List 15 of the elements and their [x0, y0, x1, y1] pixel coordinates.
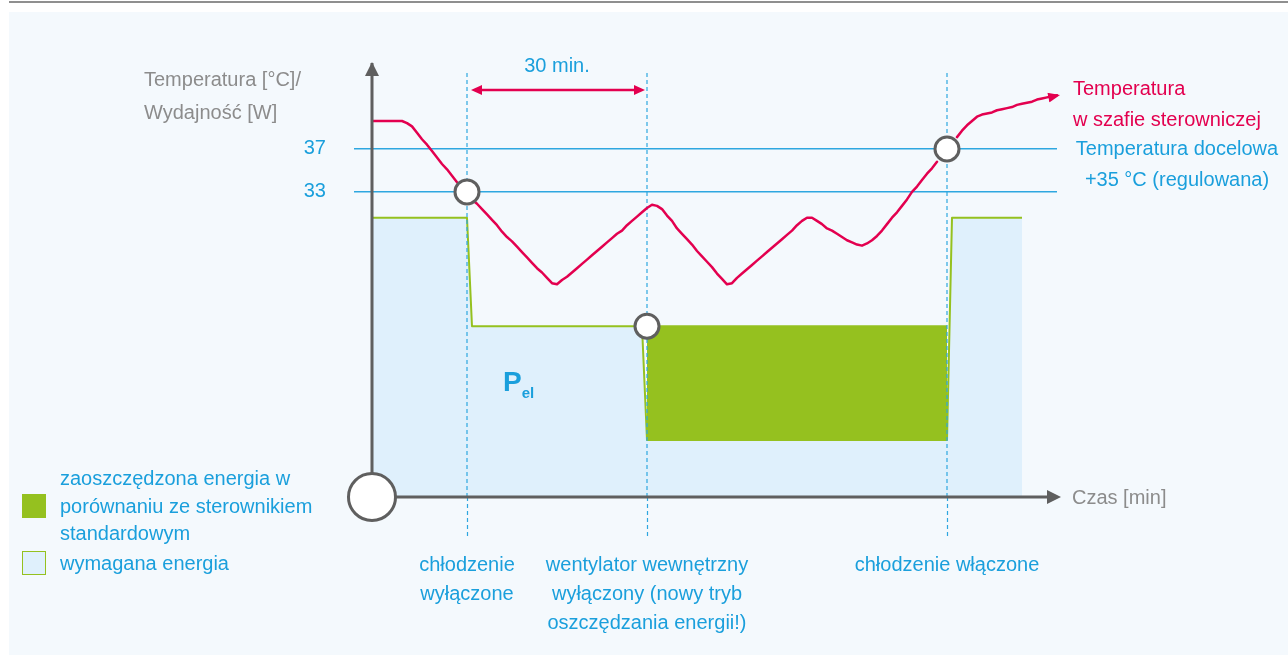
x-tick-label: wentylator wewnętrzny wyłączony (nowy tryb oszczędzania energii!): [544, 553, 749, 634]
x-tick-label: chłodzenie włączone: [854, 553, 1040, 576]
y-tick-label: 37: [303, 136, 326, 159]
legend-label: wymagana energia: [60, 550, 229, 576]
x-axis-title: Czas [min]: [1072, 484, 1167, 510]
point: [633, 312, 661, 340]
point: [453, 178, 481, 206]
y-axis-title: Temperatura [°C]/ Wydajność [W]: [144, 66, 301, 125]
x-tick-label: chłodzenie wyłączone: [419, 553, 515, 605]
annotation: 30 min.: [523, 53, 591, 78]
series-label: Temperatura w szafie sterowniczej: [1072, 76, 1261, 130]
annotation: P$_{el}$: [503, 365, 535, 403]
y-tick-label: 33: [303, 179, 326, 202]
point: [933, 135, 961, 163]
text: Temperatura docelowa +35 °C (regulowana): [1074, 136, 1280, 193]
